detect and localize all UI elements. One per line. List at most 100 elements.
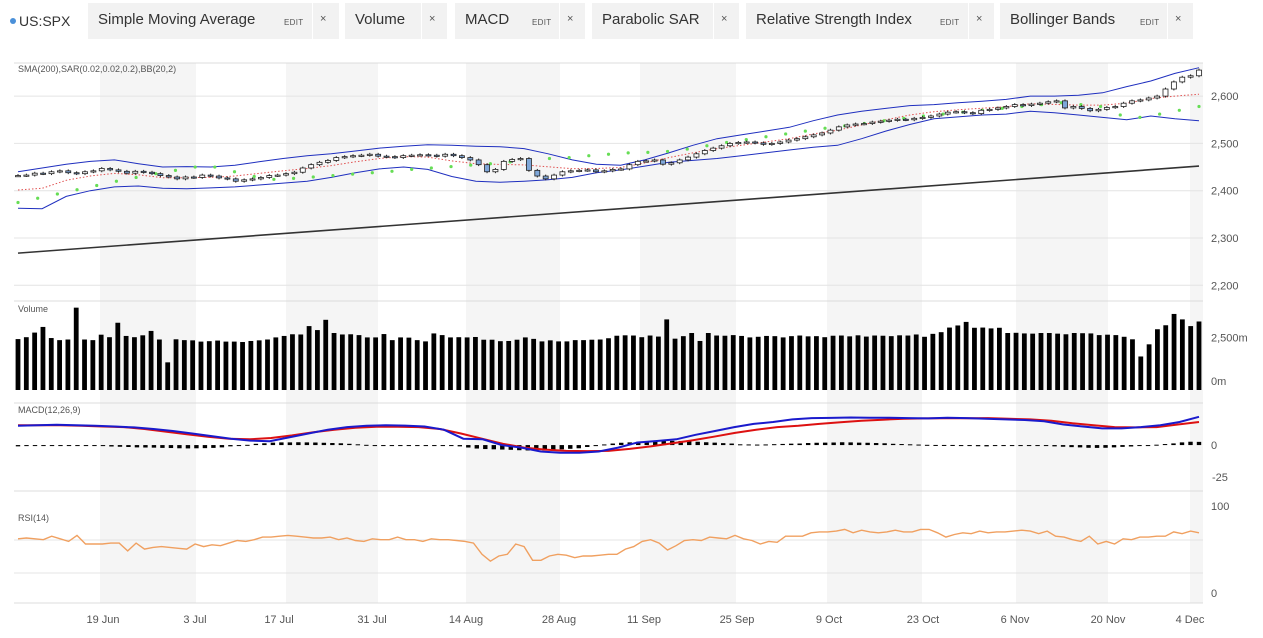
candle-body bbox=[98, 168, 105, 172]
candle-body bbox=[835, 126, 842, 131]
indicator-chip-sar[interactable]: Parabolic SAR × bbox=[592, 3, 739, 39]
volume-bar bbox=[872, 335, 878, 390]
macd-histogram-bar bbox=[754, 444, 760, 446]
indicator-chip-sma[interactable]: Simple Moving Average EDIT × bbox=[88, 3, 339, 39]
sar-dot bbox=[390, 169, 394, 173]
macd-histogram-bar bbox=[856, 442, 862, 446]
candle-body bbox=[1154, 95, 1161, 99]
indicator-chip-rsi[interactable]: Relative Strength Index EDIT × bbox=[746, 3, 994, 39]
volume-bar bbox=[1105, 334, 1110, 390]
close-icon[interactable]: × bbox=[721, 13, 728, 25]
volume-bar bbox=[473, 336, 478, 390]
macd-histogram-bar bbox=[1094, 445, 1100, 448]
sar-dot bbox=[252, 174, 256, 179]
sar-dot bbox=[1158, 112, 1162, 116]
sar-dot bbox=[665, 149, 670, 154]
sar-dot bbox=[232, 170, 237, 174]
close-icon[interactable]: × bbox=[976, 13, 983, 25]
close-icon[interactable]: × bbox=[320, 13, 327, 25]
macd-histogram-bar bbox=[134, 445, 140, 448]
macd-histogram-bar bbox=[117, 445, 123, 447]
ticker-symbol[interactable]: US:SPX bbox=[10, 8, 70, 34]
sar-dot bbox=[75, 188, 79, 192]
macd-histogram-bar bbox=[1128, 445, 1134, 447]
x-axis-date-label: 4 Dec bbox=[1176, 614, 1205, 626]
indicator-name: Relative Strength Index bbox=[756, 11, 912, 28]
candle-body bbox=[65, 170, 72, 174]
macd-histogram-bar bbox=[41, 445, 46, 447]
price-panel[interactable]: SMA(200),SAR(0.02,0.02,0.2),BB(20,2) bbox=[15, 64, 1202, 254]
edit-button[interactable]: EDIT bbox=[532, 18, 552, 27]
indicator-chip-volume[interactable]: Volume × bbox=[345, 3, 447, 39]
candle-body bbox=[559, 171, 566, 176]
edit-button[interactable]: EDIT bbox=[284, 18, 304, 27]
macd-histogram-bar bbox=[1035, 445, 1040, 447]
close-icon[interactable]: × bbox=[567, 13, 574, 25]
macd-histogram-bar bbox=[245, 444, 250, 446]
macd-histogram-bar bbox=[347, 443, 352, 446]
candle-body bbox=[1062, 100, 1068, 109]
edit-button[interactable]: EDIT bbox=[940, 18, 960, 27]
sar-dot bbox=[1177, 108, 1181, 112]
candle-body bbox=[182, 176, 189, 180]
volume-bar bbox=[697, 340, 703, 390]
volume-bar bbox=[680, 336, 686, 390]
macd-panel[interactable]: MACD(12,26,9) bbox=[15, 405, 1202, 454]
macd-histogram-bar bbox=[449, 445, 454, 447]
volume-bar bbox=[947, 327, 952, 390]
macd-histogram-bar bbox=[1145, 445, 1151, 447]
macd-histogram-bar bbox=[1154, 444, 1159, 446]
volume-bar bbox=[448, 337, 453, 390]
close-icon[interactable]: × bbox=[429, 13, 436, 25]
volume-bar bbox=[32, 332, 38, 390]
macd-histogram-bar bbox=[211, 445, 216, 448]
candle-body bbox=[433, 154, 440, 157]
sar-dot bbox=[1059, 101, 1063, 105]
macd-histogram-bar bbox=[704, 442, 709, 446]
price-panel-title: SMA(200),SAR(0.02,0.02,0.2),BB(20,2) bbox=[18, 64, 176, 74]
indicator-chip-macd[interactable]: MACD EDIT × bbox=[455, 3, 585, 39]
edit-button[interactable]: EDIT bbox=[1140, 18, 1160, 27]
volume-bar bbox=[797, 335, 803, 390]
candle-body bbox=[258, 177, 264, 180]
volume-bar bbox=[1146, 344, 1152, 390]
x-axis-date-label: 19 Jun bbox=[86, 614, 119, 626]
shade-band bbox=[1016, 63, 1108, 603]
candle-body bbox=[576, 169, 583, 172]
candle-body bbox=[1162, 88, 1169, 97]
candle-body bbox=[676, 159, 683, 164]
sar-dot bbox=[1118, 113, 1122, 117]
volume-panel[interactable]: Volume bbox=[15, 304, 1202, 390]
volume-bar bbox=[722, 335, 728, 390]
candle-body bbox=[1011, 104, 1018, 107]
volume-bar bbox=[1030, 333, 1036, 390]
macd-histogram-bar bbox=[466, 445, 471, 448]
macd-histogram-bar bbox=[992, 445, 998, 447]
close-icon[interactable]: × bbox=[1175, 13, 1182, 25]
stock-chart[interactable]: SMA(200),SAR(0.02,0.02,0.2),BB(20,2) Vol… bbox=[0, 40, 1263, 638]
candle-body bbox=[23, 174, 30, 177]
macd-histogram-bar bbox=[355, 444, 361, 446]
volume-bar bbox=[464, 337, 470, 390]
macd-histogram-bar bbox=[941, 444, 947, 446]
volume-bar bbox=[98, 334, 104, 390]
candle-body bbox=[207, 174, 214, 177]
macd-histogram-bar bbox=[975, 445, 981, 447]
sar-dot bbox=[1098, 104, 1103, 109]
rsi-panel[interactable]: RSI(14) bbox=[17, 513, 1200, 563]
candle-body bbox=[40, 172, 47, 175]
shade-band bbox=[466, 63, 560, 603]
volume-bar bbox=[273, 337, 279, 390]
sar-dot bbox=[587, 154, 591, 158]
candle-body bbox=[551, 174, 557, 180]
volume-bar bbox=[1046, 333, 1052, 390]
volume-bar bbox=[972, 327, 977, 390]
candle-body bbox=[1003, 106, 1010, 109]
indicator-chip-bollinger[interactable]: Bollinger Bands EDIT × bbox=[1000, 3, 1193, 39]
candle-body bbox=[425, 154, 432, 157]
volume-bar bbox=[348, 334, 354, 390]
macd-axis-label: 0 bbox=[1211, 440, 1217, 452]
volume-bar bbox=[597, 339, 603, 390]
volume-bar bbox=[780, 337, 786, 390]
volume-bar bbox=[165, 362, 171, 390]
